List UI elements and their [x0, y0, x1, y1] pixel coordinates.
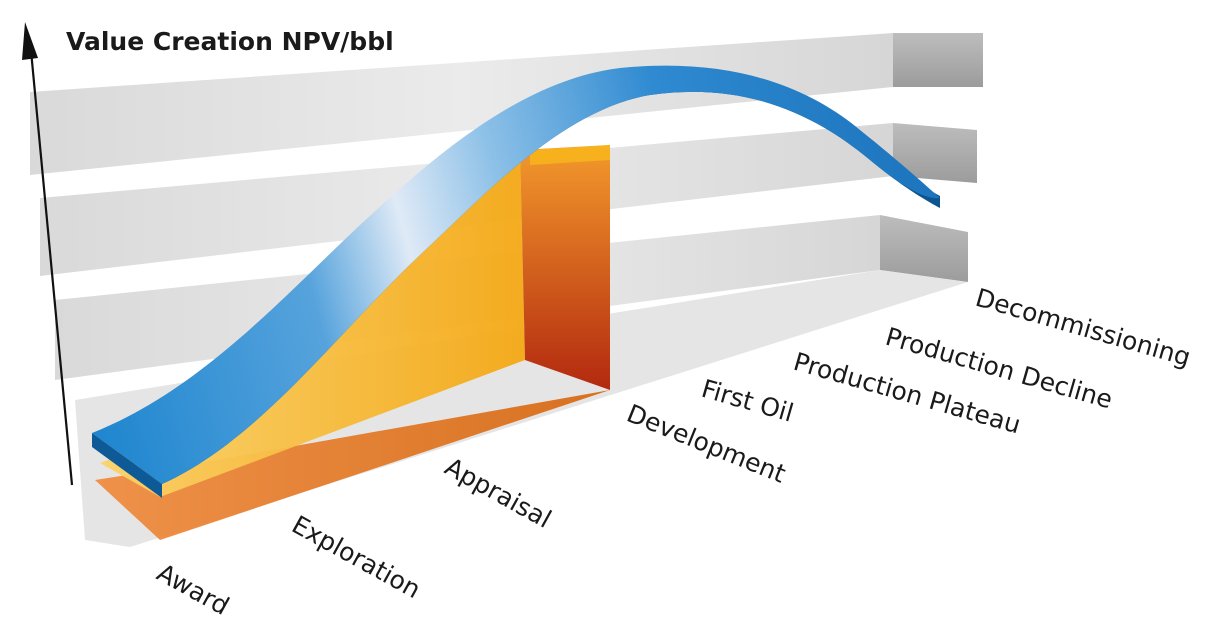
- curve-front-edge: [92, 433, 162, 498]
- stage-label-exploration: Exploration: [287, 510, 425, 604]
- curve-top: [92, 65, 940, 485]
- shelf-end: [893, 123, 977, 183]
- orange-floor: [95, 390, 610, 540]
- y-axis: [22, 22, 74, 486]
- y-axis-title: Value Creation NPV/bbl: [66, 27, 394, 56]
- value-curve-ribbon: [92, 65, 940, 498]
- yellow-wall-top: [530, 145, 610, 165]
- red-development-wall: [520, 145, 610, 390]
- stage-label-award: Award: [152, 558, 234, 621]
- shelf-end: [880, 215, 968, 282]
- stage-label-appraisal: Appraisal: [440, 452, 556, 534]
- arrow-up-icon: [22, 22, 38, 60]
- shelf-end: [893, 33, 983, 87]
- stage-label-first-oil: First Oil: [698, 374, 796, 428]
